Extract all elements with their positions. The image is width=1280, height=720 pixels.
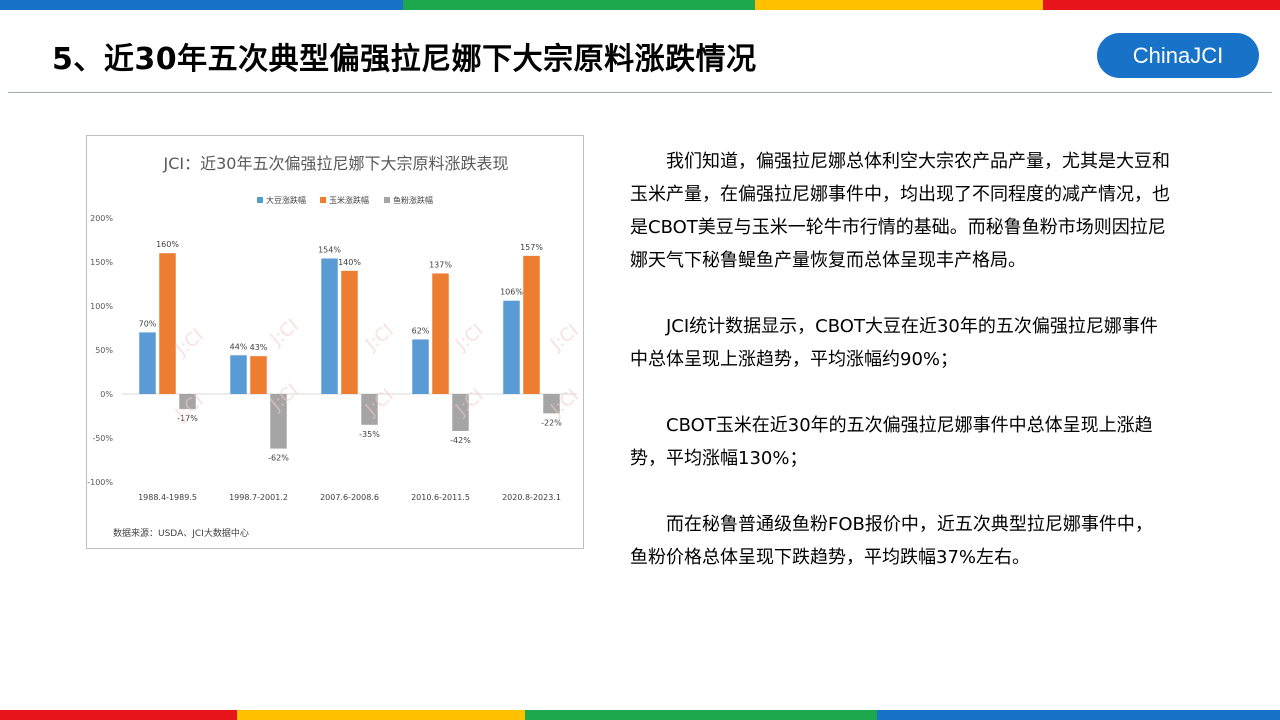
y-tick-label: 50% <box>95 346 113 355</box>
bar <box>523 255 540 394</box>
stripe-segment <box>755 0 1043 10</box>
legend-swatch <box>384 197 390 203</box>
data-label: 137% <box>429 260 452 269</box>
data-label: -17% <box>177 414 198 423</box>
data-label: -62% <box>268 454 289 463</box>
data-label: 140% <box>338 258 361 267</box>
bar <box>361 394 378 425</box>
data-label: 44% <box>230 342 248 351</box>
data-label: 106% <box>500 288 523 297</box>
bar <box>503 300 520 394</box>
legend-label: 大豆涨跌幅 <box>266 195 306 205</box>
legend-swatch <box>320 197 326 203</box>
description-text: 我们知道，偏强拉尼娜总体利空大宗农产品产量，尤其是大豆和玉米产量，在偏强拉尼娜事… <box>630 145 1170 574</box>
data-label: 160% <box>156 240 179 249</box>
bar <box>452 394 469 431</box>
legend-swatch <box>257 197 263 203</box>
y-tick-label: 200% <box>90 214 113 223</box>
bar <box>230 355 247 394</box>
stripe-segment <box>0 710 237 720</box>
legend-label: 鱼粉涨跌幅 <box>393 195 433 205</box>
y-tick-label: 150% <box>90 258 113 267</box>
paragraph-3: CBOT玉米在近30年的五次偏强拉尼娜事件中总体呈现上涨趋势，平均涨幅130%； <box>630 415 1153 469</box>
data-label: 43% <box>250 343 268 352</box>
data-label: 62% <box>412 326 430 335</box>
bar <box>179 394 196 409</box>
stripe-segment <box>403 0 755 10</box>
jci-watermark-logo: J:CI <box>451 320 488 356</box>
bar <box>412 339 429 394</box>
top-color-stripe <box>0 0 1280 10</box>
bottom-color-stripe <box>0 710 1280 720</box>
stripe-segment <box>237 710 525 720</box>
paragraph-2: JCI统计数据显示，CBOT大豆在近30年的五次偏强拉尼娜事件中总体呈现上涨趋势… <box>630 316 1158 370</box>
x-tick-label: 1988.4-1989.5 <box>138 493 197 502</box>
y-tick-label: 100% <box>90 302 113 311</box>
stripe-segment <box>525 710 877 720</box>
header-divider <box>8 92 1272 93</box>
y-tick-label: -50% <box>92 434 113 443</box>
data-label: 70% <box>139 319 157 328</box>
bar <box>139 332 156 394</box>
jci-watermark-logo: J:CI <box>546 320 583 356</box>
stripe-segment <box>877 710 1280 720</box>
bar <box>341 270 358 394</box>
x-tick-label: 2020.8-2023.1 <box>502 493 561 502</box>
data-label: 157% <box>520 243 543 252</box>
jci-watermark-logo: J:CI <box>361 320 398 356</box>
page-title: 5、近30年五次典型偏强拉尼娜下大宗原料涨跌情况 <box>52 42 757 77</box>
paragraph-4: 而在秘鲁普通级鱼粉FOB报价中，近五次典型拉尼娜事件中，鱼粉价格总体呈现下跌趋势… <box>630 514 1153 568</box>
chart-source: 数据来源：USDA、JCI大数据中心 <box>113 527 249 539</box>
bar <box>250 356 267 394</box>
bar <box>321 258 338 394</box>
legend-label: 玉米涨跌幅 <box>329 195 369 205</box>
data-label: 154% <box>318 245 341 254</box>
chart-title: JCI：近30年五次偏强拉尼娜下大宗原料涨跌表现 <box>163 154 509 173</box>
jci-watermark-logo: J:CI <box>546 385 583 421</box>
stripe-segment <box>0 0 403 10</box>
x-tick-label: 2007.6-2008.6 <box>320 493 379 502</box>
y-tick-label: -100% <box>87 478 113 487</box>
jci-watermark-logo: J:CI <box>266 315 303 351</box>
data-label: -42% <box>450 436 471 445</box>
brand-badge[interactable]: ChinaJCI <box>1097 33 1259 78</box>
data-label: -35% <box>359 430 380 439</box>
x-tick-label: 2010.6-2011.5 <box>411 493 470 502</box>
bar <box>159 253 176 394</box>
jci-watermark-logo: J:CI <box>171 325 208 361</box>
chart-panel: JCI：近30年五次偏强拉尼娜下大宗原料涨跌表现大豆涨跌幅 玉米涨跌幅 鱼粉涨跌幅 2… <box>86 135 584 549</box>
bar <box>270 394 287 449</box>
y-tick-label: 0% <box>100 390 113 399</box>
data-label: -22% <box>541 418 562 427</box>
stripe-segment <box>1043 0 1280 10</box>
x-tick-label: 1998.7-2001.2 <box>229 493 288 502</box>
bar <box>432 273 449 394</box>
bar <box>543 394 560 414</box>
paragraph-1: 我们知道，偏强拉尼娜总体利空大宗农产品产量，尤其是大豆和玉米产量，在偏强拉尼娜事… <box>630 151 1170 271</box>
